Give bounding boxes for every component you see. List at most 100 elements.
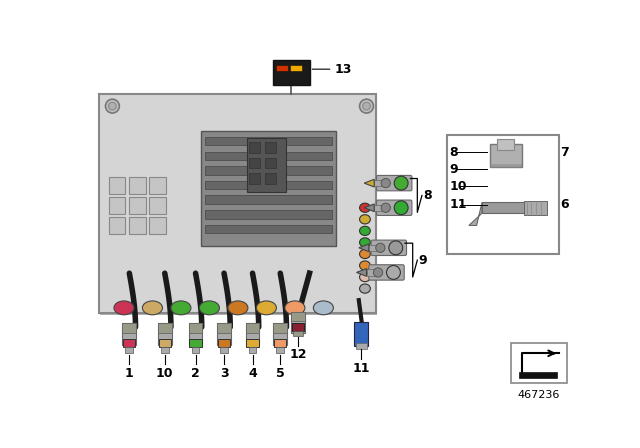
Bar bbox=[205, 225, 332, 233]
Bar bbox=[511, 343, 566, 383]
Ellipse shape bbox=[360, 272, 371, 282]
Bar bbox=[292, 323, 304, 331]
Ellipse shape bbox=[360, 226, 371, 236]
Text: 2: 2 bbox=[191, 367, 200, 380]
Bar bbox=[490, 144, 522, 167]
Bar bbox=[273, 323, 287, 332]
Text: 9: 9 bbox=[419, 254, 428, 267]
Bar bbox=[274, 340, 287, 347]
Text: 8: 8 bbox=[450, 146, 458, 159]
Bar bbox=[205, 166, 332, 175]
Bar bbox=[293, 331, 303, 336]
Ellipse shape bbox=[381, 178, 390, 188]
Bar bbox=[289, 65, 302, 72]
Bar bbox=[273, 60, 310, 85]
Bar bbox=[367, 269, 376, 276]
Bar bbox=[519, 372, 557, 378]
Bar bbox=[148, 197, 166, 214]
Text: 11: 11 bbox=[450, 198, 467, 211]
Text: 13: 13 bbox=[334, 63, 351, 76]
Ellipse shape bbox=[360, 203, 371, 212]
Bar bbox=[148, 177, 166, 194]
Ellipse shape bbox=[143, 301, 163, 315]
Ellipse shape bbox=[360, 238, 371, 247]
Ellipse shape bbox=[389, 241, 403, 255]
Bar bbox=[291, 312, 305, 321]
Text: 1: 1 bbox=[125, 367, 134, 380]
Bar bbox=[490, 164, 522, 168]
Ellipse shape bbox=[394, 176, 408, 190]
Bar bbox=[218, 340, 230, 347]
Bar bbox=[217, 323, 231, 332]
Ellipse shape bbox=[360, 99, 373, 113]
Bar bbox=[246, 323, 259, 332]
Ellipse shape bbox=[257, 301, 276, 315]
Bar bbox=[217, 323, 231, 345]
FancyBboxPatch shape bbox=[369, 265, 404, 280]
Bar bbox=[123, 340, 136, 347]
Bar bbox=[246, 340, 259, 347]
Text: 10: 10 bbox=[156, 367, 173, 380]
Polygon shape bbox=[469, 202, 482, 225]
Ellipse shape bbox=[114, 301, 134, 315]
Ellipse shape bbox=[363, 102, 371, 110]
Bar bbox=[374, 180, 383, 186]
Bar bbox=[354, 322, 368, 346]
Bar bbox=[250, 173, 260, 184]
Polygon shape bbox=[359, 244, 369, 252]
Bar bbox=[99, 94, 376, 313]
Bar bbox=[374, 205, 383, 211]
Bar bbox=[159, 340, 171, 347]
Text: 4: 4 bbox=[248, 367, 257, 380]
Bar bbox=[265, 173, 276, 184]
Ellipse shape bbox=[285, 301, 305, 315]
Bar bbox=[205, 137, 332, 146]
Bar bbox=[129, 177, 145, 194]
Bar bbox=[189, 323, 202, 332]
Ellipse shape bbox=[314, 301, 333, 315]
Bar bbox=[122, 323, 136, 345]
Ellipse shape bbox=[360, 250, 371, 258]
Bar bbox=[265, 158, 276, 168]
Bar bbox=[109, 217, 125, 234]
Polygon shape bbox=[364, 204, 374, 211]
Bar bbox=[497, 139, 515, 150]
Bar bbox=[125, 347, 133, 353]
Bar bbox=[205, 210, 332, 219]
Bar bbox=[247, 138, 285, 192]
Text: 467236: 467236 bbox=[518, 390, 560, 400]
Bar bbox=[250, 158, 260, 168]
Bar bbox=[524, 201, 547, 215]
Polygon shape bbox=[364, 179, 374, 187]
Polygon shape bbox=[356, 269, 367, 276]
Ellipse shape bbox=[376, 243, 385, 252]
Bar bbox=[158, 323, 172, 332]
Bar bbox=[205, 151, 332, 160]
Bar bbox=[109, 177, 125, 194]
FancyBboxPatch shape bbox=[371, 240, 406, 255]
FancyBboxPatch shape bbox=[376, 176, 412, 191]
Bar bbox=[201, 131, 336, 246]
Text: 8: 8 bbox=[424, 189, 432, 202]
Bar bbox=[482, 202, 527, 213]
Ellipse shape bbox=[228, 301, 248, 315]
Bar bbox=[192, 347, 200, 353]
Bar bbox=[246, 323, 259, 345]
Bar bbox=[129, 217, 145, 234]
Text: 5: 5 bbox=[276, 367, 285, 380]
Text: 12: 12 bbox=[289, 348, 307, 361]
Bar bbox=[205, 181, 332, 190]
Bar bbox=[276, 347, 284, 353]
Bar bbox=[291, 312, 305, 333]
Bar bbox=[273, 323, 287, 345]
Bar bbox=[250, 142, 260, 153]
Bar bbox=[158, 323, 172, 345]
Bar bbox=[276, 65, 288, 72]
Text: 11: 11 bbox=[353, 362, 370, 375]
Bar bbox=[161, 347, 168, 353]
Ellipse shape bbox=[394, 201, 408, 215]
Bar bbox=[189, 323, 202, 345]
Text: 9: 9 bbox=[450, 163, 458, 176]
Bar bbox=[100, 95, 378, 315]
Bar bbox=[122, 323, 136, 332]
